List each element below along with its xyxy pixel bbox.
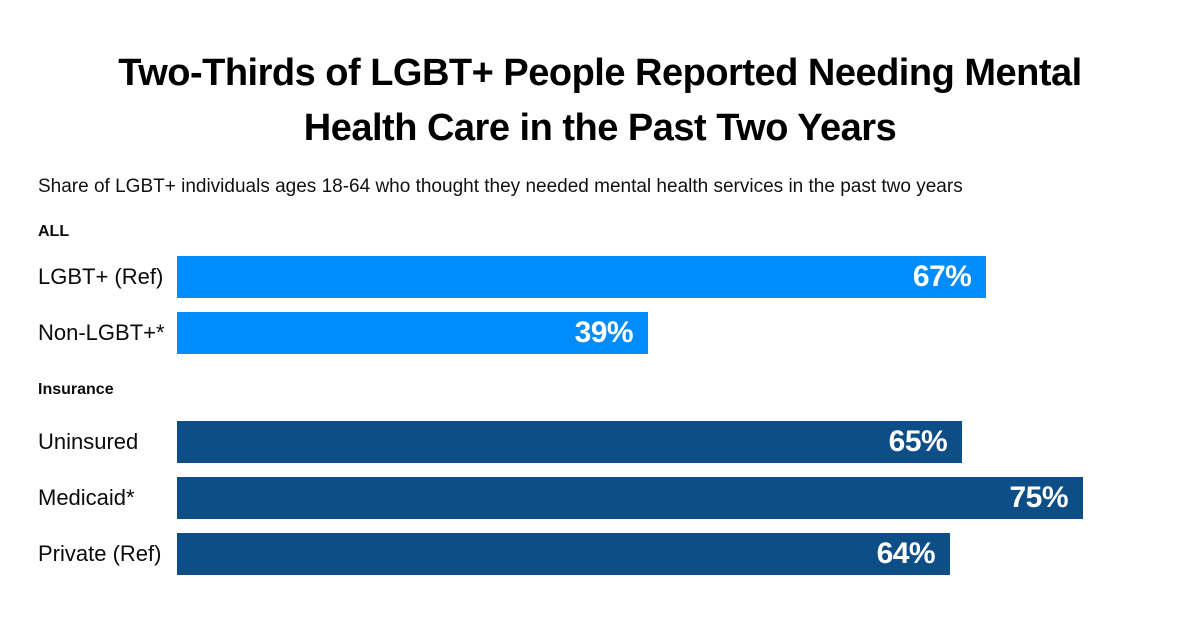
bar-value-label: 39% <box>574 316 634 349</box>
row-label: Uninsured <box>38 429 139 454</box>
bar-group-all: ALL LGBT+ (Ref) 67% Non-LGBT+* 39% <box>38 222 1162 354</box>
chart-subtitle: Share of LGBT+ individuals ages 18-64 wh… <box>38 176 963 197</box>
bar-value-label: 65% <box>888 425 948 458</box>
row-label: Private (Ref) <box>38 541 162 566</box>
bar: 64% <box>177 533 951 575</box>
bar-row: Medicaid* 75% <box>38 477 1162 519</box>
bar: 67% <box>177 256 987 298</box>
section-label: ALL <box>38 223 70 240</box>
bar-row: Non-LGBT+* 39% <box>38 312 1162 354</box>
bar-row: Private (Ref) 64% <box>38 533 1162 575</box>
bar: 39% <box>177 312 649 354</box>
bar-value-label: 75% <box>1009 481 1068 514</box>
row-label: Non-LGBT+* <box>38 320 165 345</box>
chart-title: Two-Thirds of LGBT+ People Reported Need… <box>38 0 1162 156</box>
bar-row: Uninsured 65% <box>38 421 1162 463</box>
row-label: LGBT+ (Ref) <box>38 264 164 289</box>
section-label: Insurance <box>38 381 114 398</box>
chart-title-line-2: Health Care in the Past Two Years <box>303 107 897 149</box>
bar-group-insurance: Insurance Uninsured 65% Medicaid* 75% Private… <box>38 380 1162 575</box>
bar-value-label: 64% <box>876 537 936 570</box>
chart-title-line-1: Two-Thirds of LGBT+ People Reported Need… <box>118 52 1082 94</box>
bar-chart: ALL LGBT+ (Ref) 67% Non-LGBT+* 39% Insurance U… <box>38 222 1162 575</box>
bar-row: LGBT+ (Ref) 67% <box>38 256 1162 298</box>
row-label: Medicaid* <box>38 485 135 510</box>
bar: 75% <box>177 477 1083 519</box>
bar: 65% <box>177 421 963 463</box>
bar-value-label: 67% <box>912 260 972 293</box>
